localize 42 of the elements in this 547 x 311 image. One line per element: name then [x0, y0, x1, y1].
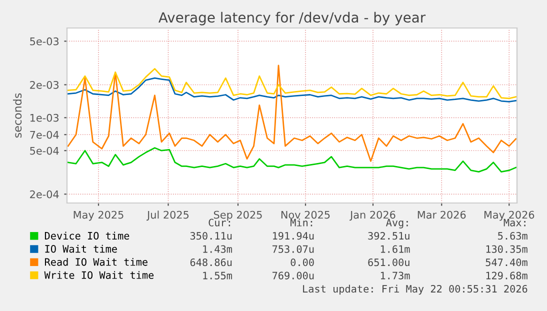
- text: 1.43m: [203, 245, 232, 253]
- text: 769.00u: [272, 272, 314, 280]
- line-series: [67, 64, 517, 162]
- text: Max:: [504, 218, 526, 226]
- x-tick-label: May 2025: [74, 210, 124, 221]
- y-tick-label: 5e-04: [30, 146, 59, 155]
- text: 547.40m: [486, 258, 528, 266]
- line-series: [67, 147, 517, 173]
- text: 651.00u: [368, 258, 410, 266]
- text: Min:: [290, 218, 312, 226]
- line-series: [67, 77, 517, 102]
- text: 5.63m: [498, 232, 528, 240]
- text: 191.94u: [273, 232, 314, 240]
- x-tick-label: Sep 2025: [214, 210, 262, 221]
- legend-label: Device IO time: [44, 232, 130, 240]
- legend-label: IO Wait time: [45, 244, 117, 253]
- text: 130.35m: [486, 245, 528, 253]
- text: 392.51u: [368, 232, 410, 240]
- text: 0.00: [290, 258, 314, 266]
- legend-label: Write IO Wait time: [44, 271, 154, 279]
- text: Last update: Fri May 22 00:55:31 2026: [303, 284, 528, 295]
- text: 1.55m: [203, 272, 232, 280]
- legend-label: Read IO Wait time: [44, 258, 148, 266]
- line-series: [67, 68, 517, 100]
- y-tick-label: 2e-03: [30, 80, 59, 89]
- x-tick-label: Nov 2025: [281, 210, 330, 219]
- y-tick-label: 1e-03: [30, 114, 59, 122]
- x-tick-label: Mar 2026: [418, 210, 466, 219]
- text: 1.61m: [380, 245, 410, 253]
- x-tick-label: Jul 2025: [146, 210, 189, 221]
- text: 753.07u: [272, 245, 314, 253]
- text: 350.11u: [190, 232, 232, 240]
- text: 648.86u: [190, 258, 232, 266]
- chart-title: Average latency for /dev/vda - by year: [158, 12, 426, 26]
- text: Avg:: [386, 218, 408, 228]
- text: 129.68m: [486, 272, 528, 280]
- text: Cur:: [208, 218, 230, 226]
- y-tick-label: 7e-04: [30, 130, 59, 139]
- y-tick-label: 2e-04: [30, 190, 59, 198]
- y-tick-label: 5e-03: [30, 37, 59, 46]
- text: 1.73m: [380, 272, 410, 280]
- y-axis-title: seconds: [13, 93, 22, 138]
